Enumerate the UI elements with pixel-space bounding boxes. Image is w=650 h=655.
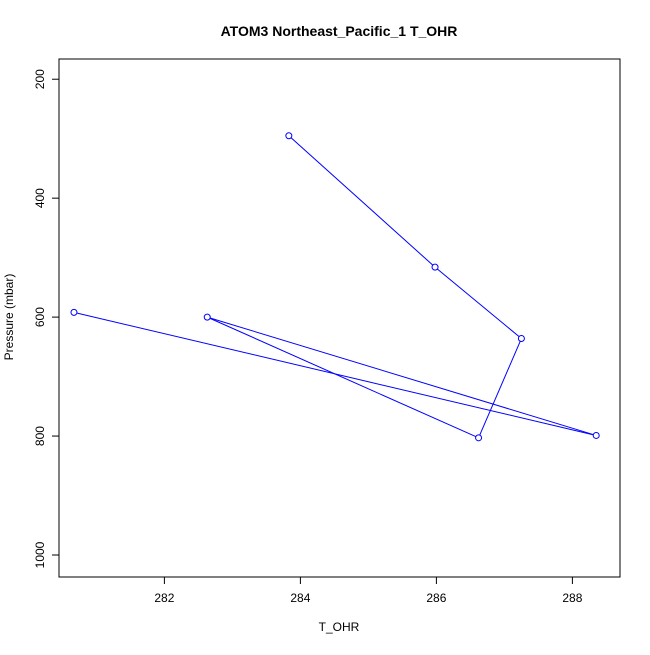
series-segment [207, 316, 479, 439]
series-segment [434, 266, 522, 339]
x-tick-label: 286 [426, 591, 446, 605]
y-tick-label: 200 [33, 69, 47, 89]
x-axis-label: T_OHR [319, 620, 360, 634]
series-segment [73, 311, 597, 436]
x-tick-label: 284 [290, 591, 310, 605]
chart-title: ATOM3 Northeast_Pacific_1 T_OHR [221, 23, 458, 39]
y-axis-label: Pressure (mbar) [2, 274, 16, 361]
data-point [70, 308, 78, 316]
data-point [285, 132, 293, 140]
data-point [475, 434, 483, 442]
data-point [592, 431, 600, 439]
series-segment [288, 135, 436, 268]
x-tick-label: 282 [154, 591, 174, 605]
y-tick-label: 1000 [33, 541, 47, 568]
y-tick-label: 600 [33, 307, 47, 327]
data-point [517, 335, 525, 343]
y-tick-label: 800 [33, 426, 47, 446]
data-point [203, 313, 211, 321]
plot-area: 282 284 286 288 200 400 600 800 1000 [33, 58, 621, 605]
data-point [431, 263, 439, 271]
series-segment [207, 316, 597, 436]
x-tick-label: 288 [562, 591, 582, 605]
series-segment [478, 338, 522, 439]
y-tick-label: 400 [33, 188, 47, 208]
plot-frame [58, 58, 621, 578]
